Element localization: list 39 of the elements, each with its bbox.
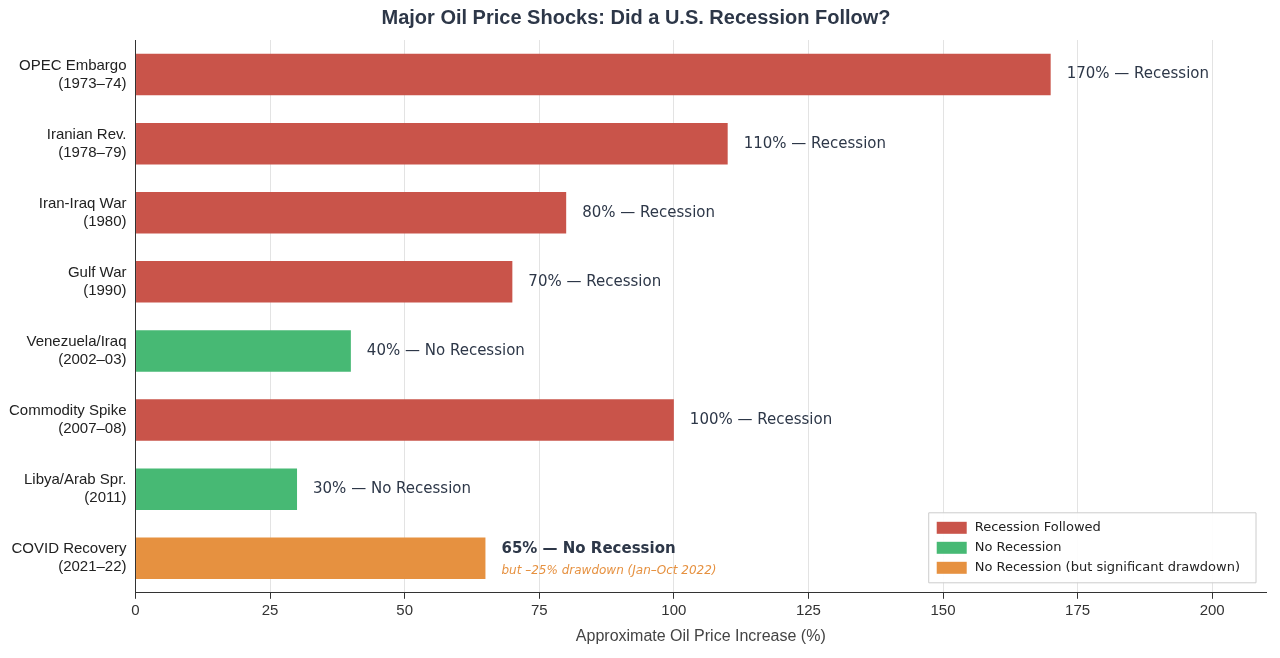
y-tick-label: COVID Recovery (2021–22) <box>11 539 128 575</box>
y-tick-label: Venezuela/Iraq (2002–03) <box>26 332 127 368</box>
x-axis-title: Approximate Oil Price Increase (%) <box>575 626 826 644</box>
data-label: 170% — Recession <box>1066 64 1210 83</box>
legend-label: No Recession (but significant drawdown) <box>974 559 1240 575</box>
y-tick-label: Commodity Spike (2007–08) <box>8 401 127 437</box>
x-tick-label: 150 <box>930 600 956 618</box>
legend-label: No Recession <box>974 539 1062 555</box>
x-tick-label: 25 <box>261 600 279 618</box>
x-tick-label: 75 <box>530 600 548 618</box>
x-tick-label: 50 <box>396 600 414 618</box>
x-tick-label: 200 <box>1199 600 1225 618</box>
data-label: 110% — Recession <box>743 133 887 152</box>
x-tick-label: 175 <box>1065 600 1091 618</box>
bar <box>136 122 728 165</box>
bar <box>136 399 674 441</box>
bar <box>136 261 513 303</box>
bar <box>136 468 298 510</box>
data-label: 80% — Recession <box>582 202 715 221</box>
y-tick-label: Gulf War (1990) <box>67 262 127 298</box>
data-label: 40% — No Recession <box>366 340 525 359</box>
x-tick-label: 0 <box>131 600 140 618</box>
data-label: 65% — No Recession <box>501 539 676 558</box>
x-tick-label: 125 <box>795 600 821 618</box>
bar <box>136 192 567 234</box>
data-label: 70% — Recession <box>528 271 662 290</box>
y-tick-label: Libya/Arab Spr. (2011) <box>23 470 127 506</box>
annotation: but –25% drawdown (Jan–Oct 2022) <box>501 563 717 578</box>
data-label: 30% — No Recession <box>313 479 472 498</box>
chart-title: Major Oil Price Shocks: Did a U.S. Recession Follow? <box>381 5 891 28</box>
y-tick-label: Iran-Iraq War (1980) <box>38 193 127 229</box>
y-tick-label: OPEC Embargo (1973–74) <box>18 55 127 91</box>
legend-label: Recession Followed <box>974 519 1101 535</box>
data-label: 100% — Recession <box>689 409 833 428</box>
bar <box>136 330 351 372</box>
bar <box>136 53 1051 96</box>
y-tick-label: Iranian Rev. (1978–79) <box>46 124 127 160</box>
bar <box>136 537 486 579</box>
x-tick-label: 100 <box>661 600 687 618</box>
